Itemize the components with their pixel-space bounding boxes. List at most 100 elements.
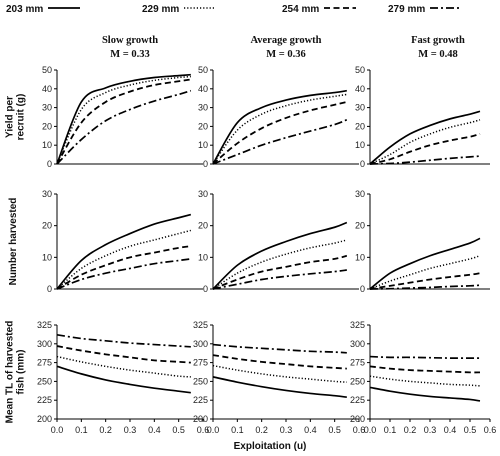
legend-item-254-mm: 254 mm	[282, 4, 356, 15]
panel-mean-tl-of-harvested-fish-mm-average-growth: 200 225 250 275 300 325 0.0 0.1 0.2 0.3 0.4 0.5 0.6	[193, 320, 365, 435]
x-tick-label: 0.3	[424, 425, 437, 435]
x-tick-label: 0.6	[484, 425, 497, 435]
series-line-254-mm	[56, 345, 191, 364]
series-line-229-mm	[212, 93, 347, 165]
panel-number-harvested-fast-growth: 0 10 20 30	[355, 189, 490, 294]
y-tick-label: 0	[360, 159, 365, 169]
series-line-279-mm	[56, 89, 192, 165]
y-tick-label: 20	[355, 121, 365, 131]
panel-number-harvested-slow-growth: 0 10 20 30	[42, 189, 203, 294]
x-tick-label: 0.4	[444, 425, 457, 435]
series-line-279-mm	[212, 343, 347, 354]
y-tick-label: 0	[203, 159, 208, 169]
y-tick-label: 325	[193, 320, 208, 330]
series-line-254-mm	[212, 254, 348, 290]
x-tick-label: 0.5	[464, 425, 477, 435]
y-tick-label: 10	[355, 252, 365, 262]
y-tick-label: 30	[355, 189, 365, 199]
series-line-203-mm	[369, 386, 481, 402]
y-tick-label: 10	[198, 252, 208, 262]
series-line-254-mm	[56, 245, 191, 290]
series-line-229-mm	[369, 119, 481, 165]
x-tick-label: 0.2	[99, 425, 112, 435]
series-line-254-mm	[212, 101, 348, 165]
x-tick-label: 0.3	[124, 425, 137, 435]
series-line-279-mm	[212, 119, 348, 165]
y-tick-label: 20	[198, 221, 208, 231]
series-line-279-mm	[369, 355, 480, 359]
y-tick-label: 250	[37, 376, 52, 386]
series-line-203-mm	[212, 221, 348, 290]
legend-label: 229 mm	[142, 4, 179, 15]
y-tick-label: 200	[37, 414, 52, 424]
y-tick-label: 300	[350, 339, 365, 349]
y-tick-label: 300	[37, 339, 52, 349]
x-tick-label: 0.0	[364, 425, 377, 435]
column-subtitle: M = 0.36	[266, 49, 306, 60]
row-label-line: fish (mm)	[16, 350, 27, 395]
y-tick-label: 300	[193, 339, 208, 349]
series-line-254-mm	[56, 78, 191, 165]
y-tick-label: 30	[355, 103, 365, 113]
panels: 0 10 20 30 40 50 0 10 20 30 40 50 0 10 20 30 40 50 0 10 20 30…	[37, 65, 496, 435]
row-label-line: Mean TL of harvested	[5, 321, 16, 424]
x-tick-label: 0.0	[51, 425, 64, 435]
y-tick-label: 200	[193, 414, 208, 424]
x-tick-label: 0.1	[231, 425, 244, 435]
column-title-fast-growth: Fast growth	[411, 35, 465, 46]
y-tick-label: 0	[47, 284, 52, 294]
x-tick-label: 0.5	[328, 425, 341, 435]
y-tick-label: 275	[193, 358, 208, 368]
x-tick-label: 0.6	[353, 425, 366, 435]
y-tick-label: 250	[350, 376, 365, 386]
panel-yield-per-recruit-g-slow-growth: 0 10 20 30 40 50	[42, 65, 203, 169]
series-line-254-mm	[212, 354, 347, 370]
series-line-279-mm	[56, 333, 191, 348]
panel-yield-per-recruit-g-average-growth: 0 10 20 30 40 50	[198, 65, 359, 169]
column-title-average-growth: Average growth	[250, 35, 321, 46]
y-tick-label: 10	[355, 140, 365, 150]
x-tick-label: 0.3	[280, 425, 293, 435]
x-tick-label: 0.0	[207, 425, 220, 435]
series-line-203-mm	[369, 110, 481, 165]
y-tick-label: 50	[355, 65, 365, 75]
series-line-203-mm	[56, 213, 192, 290]
x-tick-label: 0.1	[384, 425, 397, 435]
series-line-229-mm	[369, 255, 481, 290]
y-tick-label: 30	[42, 189, 52, 199]
y-tick-label: 20	[42, 121, 52, 131]
series-line-229-mm	[369, 375, 481, 387]
column-subtitle: M = 0.33	[110, 49, 150, 60]
y-tick-label: 225	[193, 395, 208, 405]
x-tick-label: 0.1	[75, 425, 88, 435]
series-line-254-mm	[369, 272, 481, 290]
series-line-279-mm	[369, 284, 481, 290]
series-line-279-mm	[369, 155, 481, 165]
series-line-229-mm	[56, 355, 191, 378]
x-tick-label: 0.2	[404, 425, 417, 435]
series-line-229-mm	[56, 75, 191, 165]
legend-label: 254 mm	[282, 4, 319, 15]
y-tick-label: 50	[198, 65, 208, 75]
legend-item-229-mm: 229 mm	[142, 4, 216, 15]
series-line-254-mm	[369, 365, 481, 374]
y-tick-label: 30	[42, 103, 52, 113]
series-line-229-mm	[212, 239, 348, 290]
series-line-254-mm	[369, 133, 481, 165]
y-tick-label: 325	[350, 320, 365, 330]
series-line-203-mm	[212, 89, 347, 165]
x-tick-label: 0.2	[255, 425, 268, 435]
y-tick-label: 0	[203, 284, 208, 294]
panel-mean-tl-of-harvested-fish-mm-slow-growth: 200 225 250 275 300 325 0.0 0.1 0.2 0.3 0.4 0.5 0.6	[37, 320, 209, 435]
y-tick-label: 30	[198, 189, 208, 199]
x-tick-label: 0.4	[148, 425, 161, 435]
y-tick-label: 200	[350, 414, 365, 424]
y-tick-label: 30	[198, 103, 208, 113]
x-tick-label: 0.6	[197, 425, 210, 435]
series-line-203-mm	[56, 365, 191, 394]
series-line-229-mm	[212, 364, 347, 383]
y-tick-label: 20	[42, 221, 52, 231]
row-label-line: recruit (g)	[16, 94, 27, 141]
y-tick-label: 250	[193, 376, 208, 386]
